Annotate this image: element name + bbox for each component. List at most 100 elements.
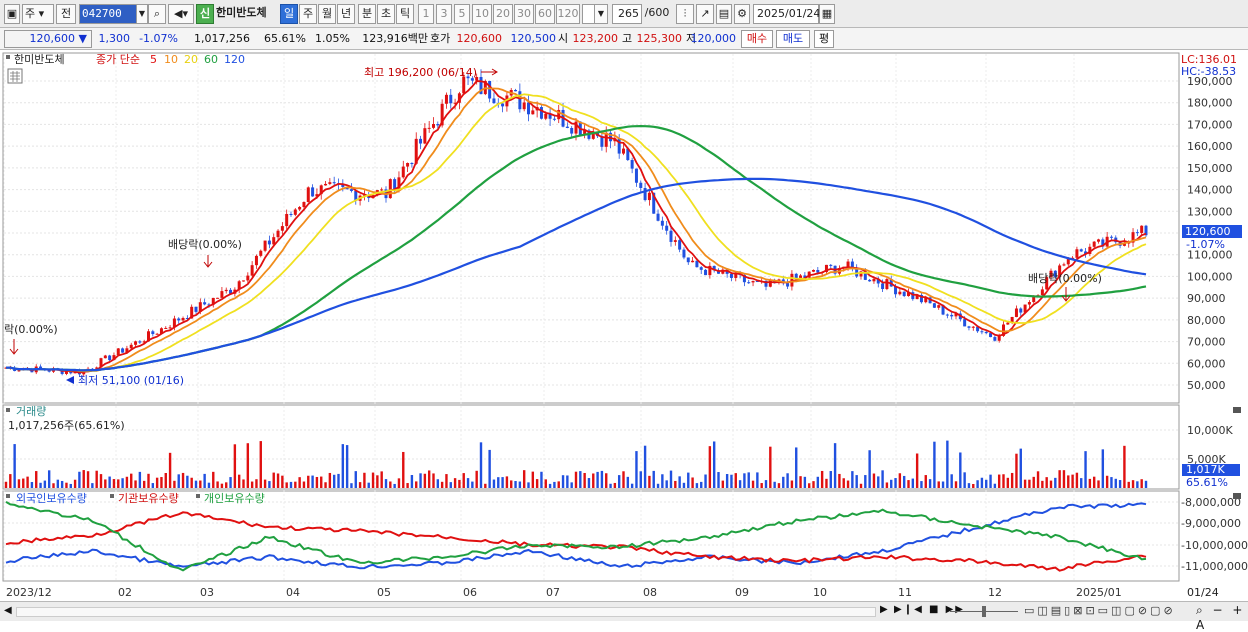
period-month-tab[interactable]: 월 (318, 4, 336, 24)
volume-bar (648, 475, 651, 488)
volume-panel-close-icon[interactable] (1233, 407, 1241, 413)
volume-bar (440, 481, 444, 488)
candle-body (989, 333, 993, 338)
candle-body (1045, 277, 1049, 290)
settings-icon[interactable]: ⚙ (734, 4, 750, 24)
prefix-button[interactable]: 전 (56, 4, 76, 24)
volume-bar (946, 440, 949, 488)
candle-body (816, 269, 820, 273)
window-menu-icon[interactable]: ▣ (4, 4, 20, 24)
volume-bar (367, 482, 370, 488)
volume-bar (488, 449, 491, 488)
interval-1[interactable]: 1 (418, 4, 434, 24)
interval-120[interactable]: 120 (556, 4, 580, 24)
volume-bar (1144, 480, 1148, 488)
volume-bar (622, 471, 625, 488)
volume-bar (907, 480, 910, 488)
volume-bar (4, 481, 8, 488)
interval-30[interactable]: 30 (514, 4, 534, 24)
candle-body (470, 78, 474, 81)
volume-bar (795, 447, 798, 488)
draw-tool-icon[interactable]: ↗ (696, 4, 714, 24)
turnover-rate: 1.05% (315, 32, 350, 45)
interval-3[interactable]: 3 (436, 4, 452, 24)
volume-bar (1101, 449, 1105, 488)
period-minute-tab[interactable]: 분 (358, 4, 376, 24)
period-day-tab[interactable]: 일 (280, 4, 298, 24)
calendar-icon[interactable]: ▦ (819, 4, 835, 24)
holdings-panel-close-icon[interactable] (1233, 493, 1241, 499)
candle-body (125, 348, 129, 353)
interval-20[interactable]: 20 (493, 4, 513, 24)
zoom-controls-icon[interactable]: ⌕ − + A (1196, 603, 1246, 632)
volume-bar (402, 451, 405, 488)
candle-body (151, 331, 155, 335)
candle-body (1140, 225, 1144, 233)
scroll-right-icon[interactable]: ▶ (880, 604, 888, 615)
candle-body (932, 303, 936, 308)
eval-button[interactable]: 평 (814, 30, 834, 48)
candle-body (224, 289, 228, 292)
period-week-tab[interactable]: 주 (299, 4, 317, 24)
candle-body (95, 367, 99, 369)
volume-bar (630, 483, 634, 488)
chart-area[interactable]: 190,000 180,000 170,000 160,000 150,000 140,0… (0, 51, 1248, 601)
candle-body (134, 341, 138, 345)
market-select[interactable]: 주 ▾ (22, 4, 54, 24)
candle-body (298, 207, 302, 210)
period-tick-tab[interactable]: 틱 (396, 4, 414, 24)
candle-body (99, 358, 103, 368)
candle-body (246, 275, 250, 281)
volume-bar (652, 470, 655, 488)
stock-chart[interactable]: 190,000 180,000 170,000 160,000 150,000 140,0… (0, 51, 1248, 601)
volume-bar (691, 477, 694, 488)
interval-60[interactable]: 60 (535, 4, 555, 24)
scrollbar-track[interactable] (16, 607, 876, 617)
x-axis-right-label: 01/24 (1187, 586, 1219, 599)
volume-bar (570, 482, 573, 488)
candle-type-icon[interactable]: ⫶ (676, 4, 694, 24)
interval-10[interactable]: 10 (472, 4, 492, 24)
interval-dropdown-icon[interactable]: ▼ (594, 4, 608, 24)
volume-bar (911, 478, 915, 488)
volume-bar (86, 471, 90, 488)
date-input[interactable]: 2025/01/24 (753, 4, 820, 24)
volume-bar (376, 475, 379, 488)
candle-body (941, 305, 945, 315)
candle-body (712, 265, 716, 271)
zoom-slider-handle[interactable] (982, 606, 986, 617)
volume-bar (1006, 477, 1010, 488)
sound-icon[interactable]: ◀▾ (168, 4, 194, 24)
volume-bar (43, 480, 47, 488)
volume-bar (1028, 479, 1031, 488)
volume-bar (168, 452, 172, 488)
price-change-pct: -1.07% (139, 32, 178, 45)
view-tools-icons[interactable]: ▭◫▤▯⊠⊡▭◫▢⊘▢⊘ (1024, 604, 1176, 617)
volume-bar (712, 441, 716, 488)
annotation-low: 최저 51,100 (01/16) (78, 374, 184, 387)
save-icon[interactable]: ▤ (716, 4, 732, 24)
buy-button[interactable]: 매수 (741, 30, 773, 48)
sell-button[interactable]: 매도 (776, 30, 810, 48)
code-dropdown-icon[interactable]: ▼ (136, 4, 148, 24)
search-icon[interactable]: ⌕ (148, 4, 166, 24)
x-tick-label: 2025/01 (1076, 586, 1122, 599)
stock-code-input[interactable]: 042700 (79, 4, 137, 24)
scroll-left-icon[interactable]: ◀ (4, 605, 12, 616)
volume-bar (743, 473, 746, 488)
candle-body (1014, 308, 1018, 317)
candle-body (272, 237, 276, 245)
period-second-tab[interactable]: 초 (377, 4, 395, 24)
period-year-tab[interactable]: 년 (337, 4, 355, 24)
interval-5[interactable]: 5 (454, 4, 470, 24)
volume-bar (527, 482, 530, 488)
volume-bar (237, 474, 241, 488)
candle-body (742, 274, 746, 283)
candle-body (194, 306, 198, 312)
candle-body (319, 185, 323, 195)
count-input[interactable]: 265 (612, 4, 642, 24)
playback-controls-icon[interactable]: ▶❙◀ ■ ▶▶ (894, 604, 965, 615)
volume-bar (117, 479, 120, 488)
candle-body (552, 118, 556, 120)
candle-body (919, 294, 923, 303)
